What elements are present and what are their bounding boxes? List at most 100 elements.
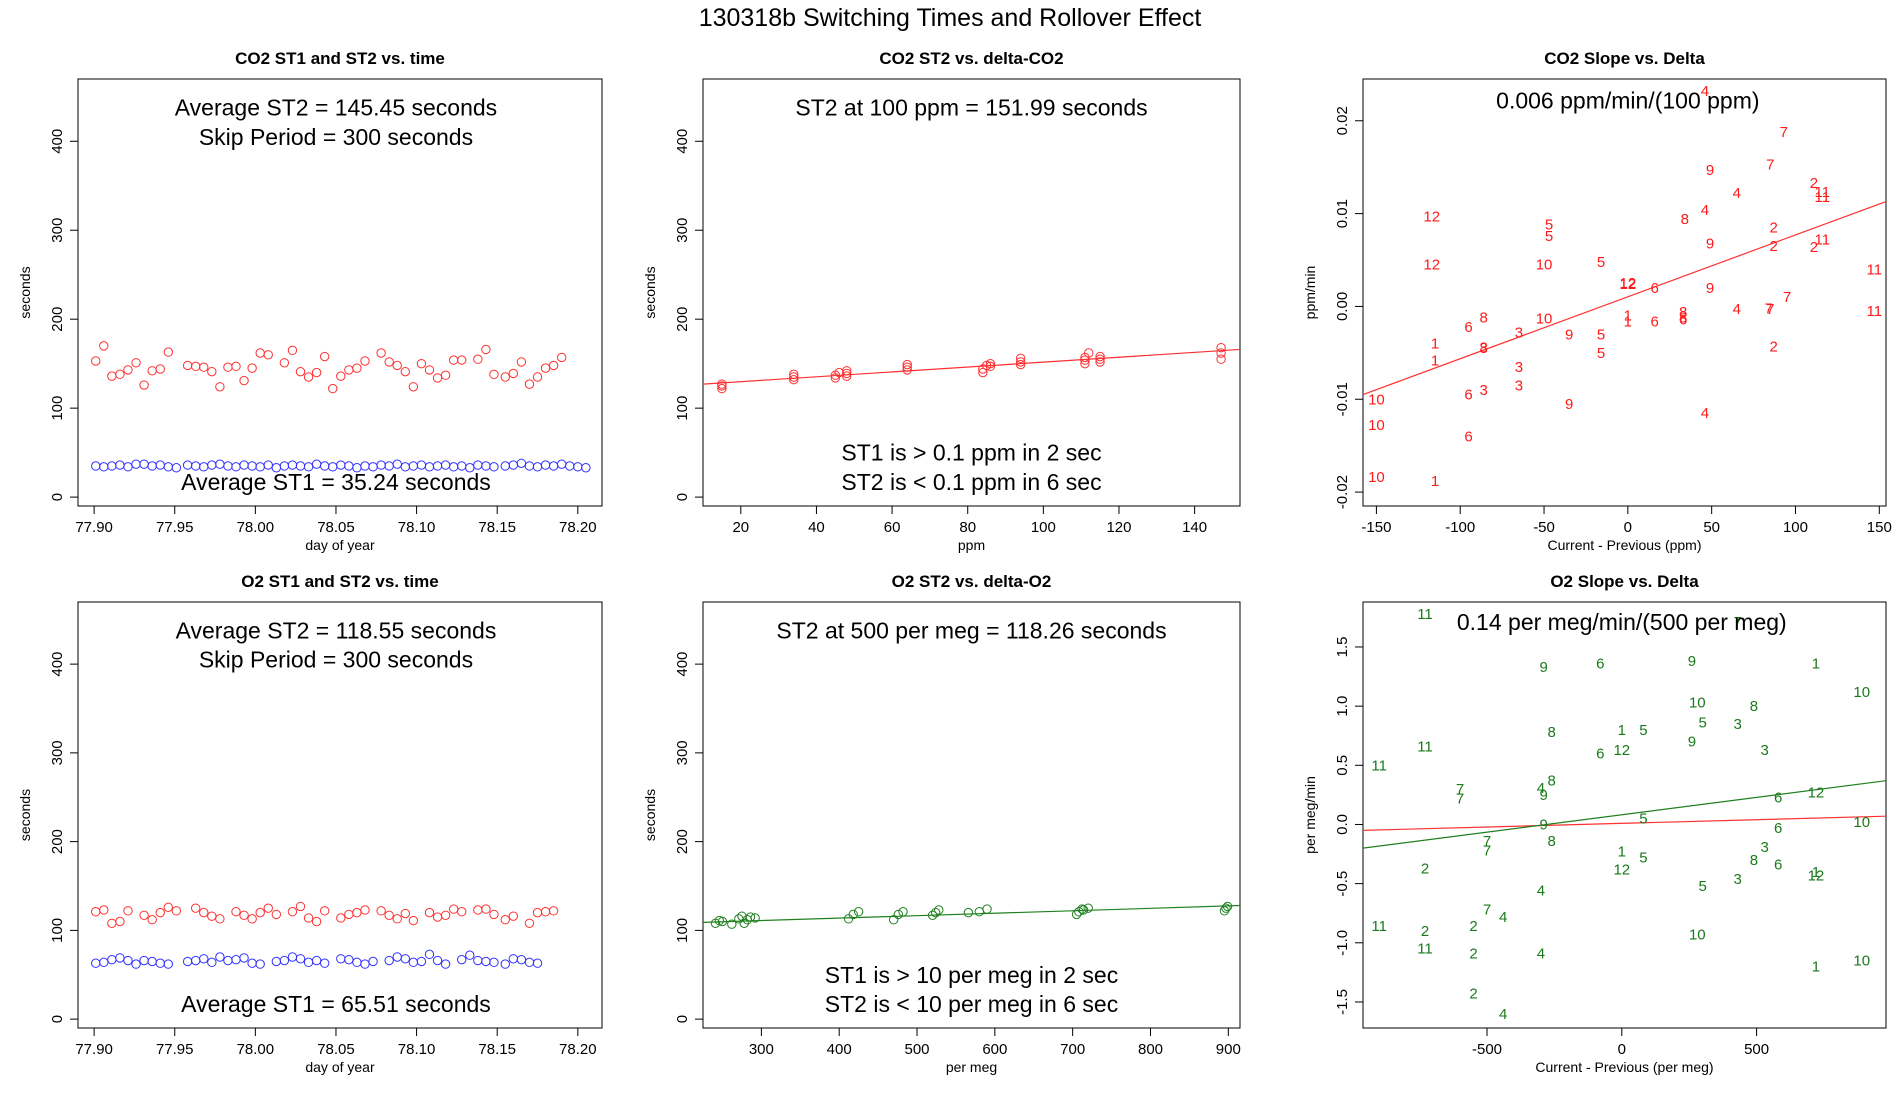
panel-6-point-label: 12 bbox=[1808, 867, 1825, 884]
panel-1-series-1-point bbox=[155, 364, 165, 374]
panel-3-point-label: 10 bbox=[1536, 257, 1553, 274]
panel-1-series-2-point bbox=[392, 459, 402, 469]
panel-6-point-label: 9 bbox=[1539, 659, 1547, 676]
panel-4-series-1-point bbox=[139, 910, 149, 920]
panel-1-y-tick-label: 200 bbox=[49, 307, 66, 332]
panel-3-x-tick-label: -150 bbox=[1361, 519, 1391, 536]
panel-4-series-1-point bbox=[215, 914, 225, 924]
panel-3-point-label: 5 bbox=[1545, 228, 1553, 245]
panel-3-point-label: 7 bbox=[1766, 301, 1774, 318]
panel-3-point-label: 4 bbox=[1701, 202, 1709, 219]
panel-1-series-2-point bbox=[532, 462, 543, 472]
panel-1-x-tick-label: 78.10 bbox=[398, 519, 436, 536]
panel-6-x-tick-label: 0 bbox=[1618, 1041, 1626, 1058]
panel-4-series-2-point bbox=[400, 954, 410, 964]
panel-2-annotation: ST2 at 100 ppm = 151.99 seconds bbox=[795, 94, 1147, 120]
panel-3-annotation: 0.006 ppm/min/(100 ppm) bbox=[1496, 87, 1759, 113]
panel-4-x-tick-label: 77.95 bbox=[156, 1041, 194, 1058]
panel-4-series-1-point bbox=[163, 902, 173, 912]
panel-5-y-tick-label: 300 bbox=[674, 740, 691, 765]
panel-1-series-1-point bbox=[432, 373, 443, 383]
panel-4-series-1-point bbox=[440, 910, 451, 920]
panel-4-series-2-point bbox=[91, 958, 101, 968]
panel-1-series-1-point bbox=[508, 368, 519, 379]
panel-5-series-1-point bbox=[717, 916, 728, 927]
panel-5-series-1-point bbox=[1221, 903, 1231, 913]
panel-1-series-1-point bbox=[360, 356, 370, 366]
panel-6-point-label: 7 bbox=[1483, 902, 1491, 919]
panel-1-series-2-point bbox=[540, 460, 551, 470]
panel-6-point-label: 4 bbox=[1537, 945, 1545, 962]
panel-4-series-2-point bbox=[473, 955, 483, 966]
panel-2-y-tick-label: 100 bbox=[674, 396, 691, 421]
panel-1-series-1-point bbox=[408, 382, 419, 392]
panel-2-series-1-point bbox=[978, 367, 988, 378]
panel-1-series-2-point bbox=[91, 461, 101, 471]
panel-4-series-2-point bbox=[287, 952, 298, 962]
panel-2-plot-frame bbox=[702, 78, 1241, 507]
panel-5-series-1-point bbox=[848, 909, 858, 920]
panel-2-series-1-point bbox=[842, 366, 852, 376]
panel-1-series-1-point bbox=[440, 370, 451, 380]
panel-4-series-2-point bbox=[465, 950, 475, 960]
panel-3-point-label: 5 bbox=[1597, 326, 1605, 343]
panel-2-series-1-point bbox=[1015, 357, 1026, 367]
panel-4-series-1-point bbox=[247, 914, 257, 924]
panel-6-annotation: 0.14 per meg/min/(500 per meg) bbox=[1457, 609, 1787, 635]
panel-6-point-label: 6 bbox=[1774, 789, 1782, 806]
panel-4-series-2-point bbox=[336, 954, 346, 964]
panel-4-series-1-point bbox=[239, 910, 249, 920]
panel-4-series-2-point bbox=[384, 955, 394, 966]
panel-1-series-2-point bbox=[565, 461, 575, 471]
panel-4-series-2-point bbox=[271, 956, 282, 967]
panel-4-series-1-point bbox=[360, 905, 370, 915]
panel-6-point-label: 10 bbox=[1689, 927, 1706, 944]
panel-3-plot-frame bbox=[1362, 78, 1887, 507]
panel-1-series-1-point bbox=[115, 369, 125, 380]
panel-1-series-2-point bbox=[115, 460, 125, 470]
panel-6-point-label: 11 bbox=[1417, 606, 1433, 623]
panel-5-series-1-point bbox=[963, 907, 974, 918]
panel-3-point-label: 2 bbox=[1810, 175, 1818, 192]
panel-4-series-1-point bbox=[190, 903, 201, 913]
panel-3-point-label: 2 bbox=[1770, 338, 1778, 355]
panel-5-plot-frame bbox=[702, 601, 1241, 1029]
panel-1-series-2-point bbox=[548, 461, 559, 471]
panel-5-series-1-point bbox=[934, 905, 944, 915]
panel-2-series-1-point bbox=[1080, 358, 1090, 369]
panel-1-series-2-point bbox=[508, 460, 519, 470]
panel-6-point-label: 11 bbox=[1417, 941, 1433, 958]
panel-4-annotation: Average ST2 = 118.55 seconds bbox=[176, 617, 497, 643]
panel-6-point-label: 1 bbox=[1618, 844, 1626, 861]
panel-4-y-tick-label: 400 bbox=[49, 652, 66, 677]
panel-5-x-tick-label: 400 bbox=[827, 1041, 852, 1058]
panel-6-x-tick-label: -500 bbox=[1472, 1041, 1502, 1058]
panel-1-series-1-point bbox=[263, 350, 273, 360]
panel-5-annotation: ST2 is < 10 per meg in 6 sec bbox=[825, 991, 1118, 1017]
panel-1-series-1-point bbox=[231, 361, 241, 372]
panel-6-point-label: 7 bbox=[1456, 781, 1464, 798]
panel-1-series-2-point bbox=[123, 462, 133, 472]
panel-6-point-label: 12 bbox=[1613, 742, 1630, 759]
panel-4-x-tick-label: 77.90 bbox=[75, 1041, 113, 1058]
panel-2-series-1-point bbox=[1095, 351, 1105, 362]
panel-3-point-label: 11 bbox=[1815, 232, 1831, 249]
panel-4-series-2-point bbox=[392, 952, 402, 962]
panel-2-series-1-point bbox=[1015, 359, 1026, 370]
panel-4-series-1-point bbox=[207, 911, 217, 921]
panel-1-y-tick-label: 400 bbox=[49, 129, 66, 154]
panel-3-x-tick-label: 100 bbox=[1783, 519, 1808, 536]
panel-2-series-1-point bbox=[1080, 355, 1090, 365]
panel-5-x-tick-label: 500 bbox=[905, 1041, 930, 1058]
panel-4-series-1-point bbox=[336, 913, 346, 923]
panel-6-point-label: 5 bbox=[1699, 878, 1707, 895]
panel-3-point-label: 12 bbox=[1423, 257, 1440, 274]
panel-6-point-label: 12 bbox=[1808, 785, 1825, 802]
panel-6-point-label: 9 bbox=[1688, 653, 1696, 670]
panel-4-x-tick-label: 78.10 bbox=[398, 1041, 436, 1058]
panel-3-point-label: 8 bbox=[1480, 310, 1488, 327]
panel-1-series-1-point bbox=[107, 371, 117, 381]
panel-6-y-tick-label: -1.5 bbox=[1334, 989, 1351, 1015]
panel-4-series-1-point bbox=[344, 909, 354, 920]
